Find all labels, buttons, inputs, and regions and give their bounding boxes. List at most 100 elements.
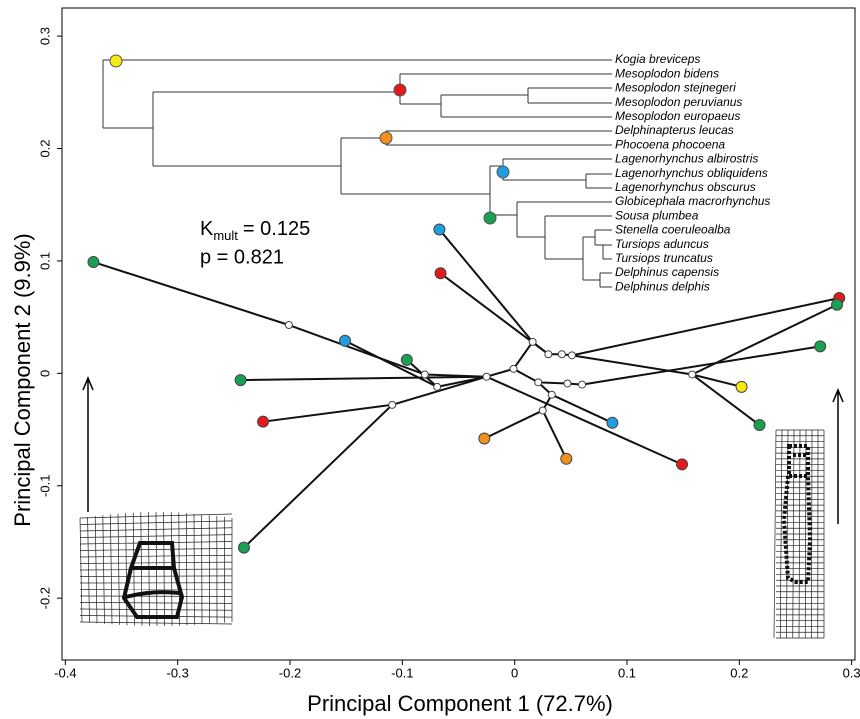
grid-line xyxy=(79,513,233,519)
grid-line xyxy=(79,621,233,625)
y-tick-label: 0 xyxy=(37,370,52,377)
grid-line xyxy=(125,513,128,626)
y-tick-label: -0.1 xyxy=(37,475,52,497)
ancestral-node xyxy=(388,400,397,409)
ancestral-node xyxy=(534,378,543,387)
x-tick-label: 0 xyxy=(511,665,518,680)
grid-line xyxy=(79,520,233,525)
species-label: Mesoplodon peruvianus xyxy=(615,95,742,109)
landmark-outline xyxy=(781,444,813,584)
branch xyxy=(486,375,683,466)
arrows xyxy=(82,376,844,524)
species-label: Mesoplodon europaeus xyxy=(615,109,740,123)
p-annotation: p = 0.821 xyxy=(200,246,284,268)
species-point xyxy=(433,223,446,236)
branch xyxy=(483,409,544,440)
plot-frame xyxy=(61,7,856,661)
grid-line xyxy=(79,608,233,611)
species-label: Delphinus delphis xyxy=(615,279,710,293)
grid-line xyxy=(79,561,233,564)
branch xyxy=(288,324,426,376)
species-label: Lagenorhynchus obscurus xyxy=(615,180,756,194)
ancestral-node xyxy=(547,390,556,399)
species-point xyxy=(237,541,250,554)
species-label: Sousa plumbea xyxy=(615,208,699,222)
branch xyxy=(438,228,534,343)
species-point xyxy=(560,452,573,465)
branch xyxy=(240,375,487,382)
k-value: = 0.125 xyxy=(243,218,310,240)
grid-line xyxy=(79,527,233,532)
species-point xyxy=(735,380,748,393)
grid-line xyxy=(79,595,233,597)
species-point xyxy=(753,419,766,432)
landmark-outline xyxy=(121,541,185,619)
x-tick-label: 0.2 xyxy=(730,665,748,680)
branch xyxy=(262,403,393,423)
branch xyxy=(691,373,761,426)
species-point xyxy=(814,340,827,353)
species-point xyxy=(400,353,413,366)
branch xyxy=(691,373,742,388)
ancestral-node xyxy=(528,337,537,346)
x-tick-label: -0.4 xyxy=(54,665,76,680)
ancestral-node xyxy=(544,350,553,359)
branch xyxy=(541,410,568,460)
x-tick-label: -0.3 xyxy=(166,665,188,680)
y-tick-label: 0.2 xyxy=(37,139,52,157)
ancestral-node xyxy=(433,382,442,391)
x-tick-label: -0.1 xyxy=(391,665,413,680)
branch xyxy=(391,375,487,406)
ancestral-node xyxy=(563,379,572,388)
species-point xyxy=(478,432,491,445)
x-tick-label: 0.3 xyxy=(843,665,860,680)
branch xyxy=(344,339,438,388)
species-label: Delphinapterus leucas xyxy=(615,123,734,137)
ancestral-node xyxy=(509,364,518,373)
grid-line xyxy=(117,513,120,625)
species-label: Tursiops truncatus xyxy=(615,251,713,265)
grid-line xyxy=(79,554,233,558)
species-point xyxy=(234,374,247,387)
species-label: Lagenorhynchus albirostris xyxy=(615,152,758,166)
ancestral-node xyxy=(557,350,566,359)
species-label: Phocoena phocoena xyxy=(615,137,725,151)
branch xyxy=(571,354,693,376)
y-axis-title: Principal Component 2 (9.9%) xyxy=(10,233,35,526)
ancestral-node xyxy=(420,370,429,379)
species-point xyxy=(339,334,352,347)
species-label: Globicephala macrorhynchus xyxy=(615,194,770,208)
branch xyxy=(243,404,393,549)
y-tick-label: -0.2 xyxy=(37,587,52,609)
ancestral-node xyxy=(538,406,547,415)
x-tick-label: -0.2 xyxy=(279,665,301,680)
x-tick-label: 0.1 xyxy=(618,665,636,680)
species-label: Lagenorhynchus obliquidens xyxy=(615,166,768,180)
species-point xyxy=(831,298,844,311)
grid-line xyxy=(79,548,233,551)
species-point xyxy=(676,458,689,471)
species-point xyxy=(606,416,619,429)
species-point xyxy=(257,415,270,428)
species-point xyxy=(87,256,100,269)
species-label: Stenella coeruleoalba xyxy=(615,223,731,237)
k-annotation: Kmult = 0.125 xyxy=(200,218,310,243)
species-label: Kogia breviceps xyxy=(615,52,700,66)
species-label: Delphinus capensis xyxy=(615,265,719,279)
branch xyxy=(551,393,613,424)
k-subscript: mult xyxy=(213,228,238,243)
grid-line xyxy=(79,534,233,538)
species-point xyxy=(434,267,447,280)
branch xyxy=(486,367,514,378)
species-label: Mesoplodon stejnegeri xyxy=(615,81,736,95)
species-label: Tursiops aduncus xyxy=(615,237,709,251)
ancestral-node xyxy=(578,380,587,389)
y-tick-label: 0.3 xyxy=(37,27,52,45)
x-axis-title: Principal Component 1 (72.7%) xyxy=(307,691,613,716)
k-symbol: K xyxy=(200,218,214,240)
phylogeny xyxy=(102,54,612,288)
ancestral-node xyxy=(284,321,293,330)
grid-line xyxy=(79,575,233,577)
